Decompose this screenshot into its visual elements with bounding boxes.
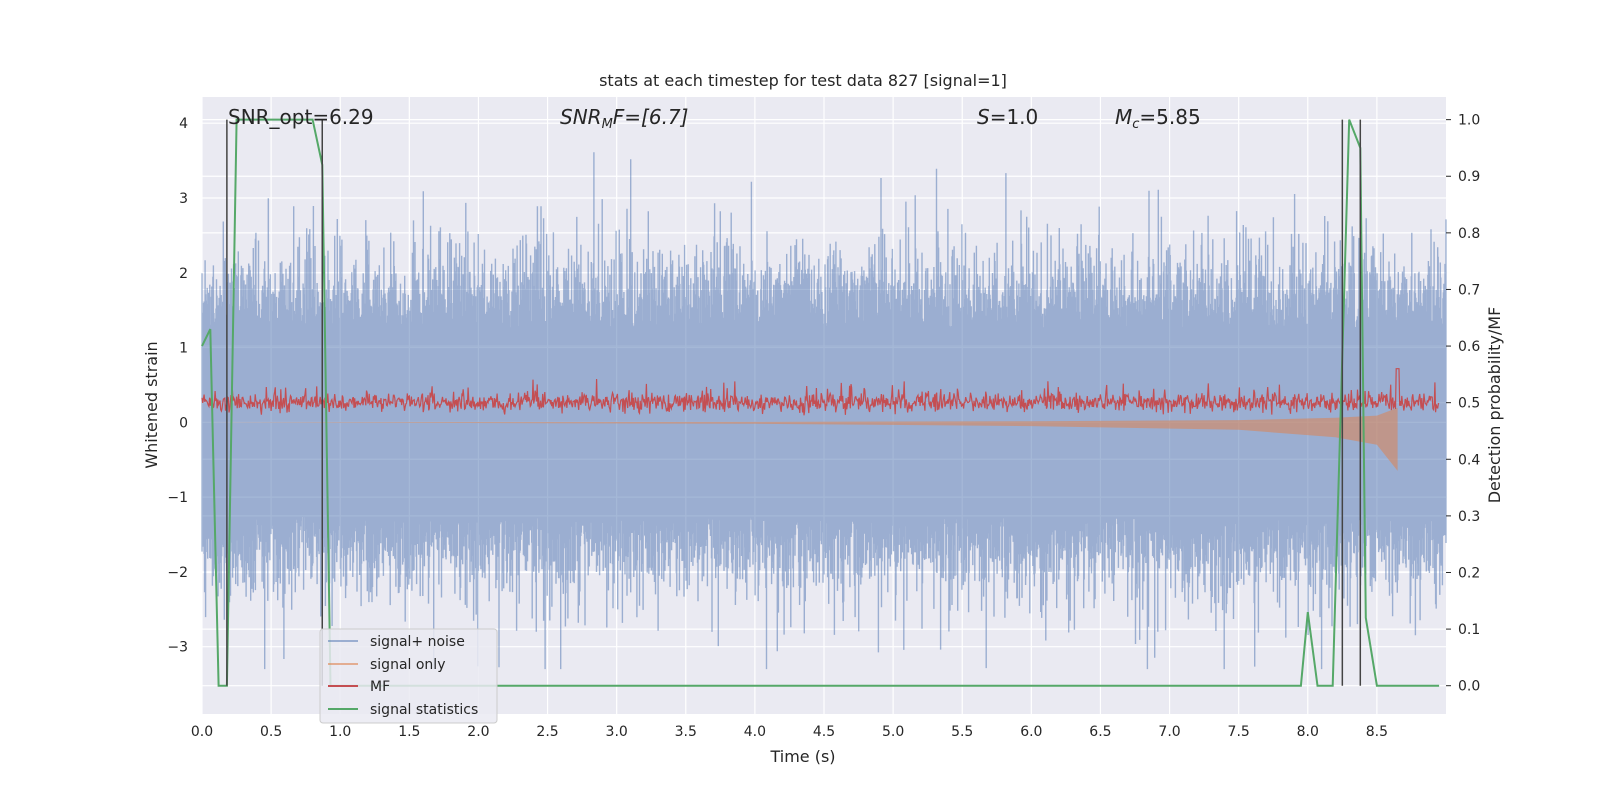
y-tick-label: 1 xyxy=(179,341,188,357)
y-right-tick-label: 0.3 xyxy=(1458,509,1480,525)
y-tick-label: 4 xyxy=(179,116,188,132)
x-tick-label: 4.0 xyxy=(744,724,766,740)
x-tick-label: 2.5 xyxy=(536,724,558,740)
annotation-snr-mf-rest: F=[6.7] xyxy=(613,105,689,129)
annotation-mc: Mc=5.85 xyxy=(1115,105,1201,132)
y-right-tick-label: 0.9 xyxy=(1458,169,1480,185)
y-tick-label: −2 xyxy=(167,565,188,581)
annotation-snr-mf-sub: M xyxy=(602,117,613,132)
x-tick-label: 6.5 xyxy=(1089,724,1111,740)
x-tick-label: 8.0 xyxy=(1297,724,1319,740)
y-tick-label: 0 xyxy=(179,415,188,431)
y-right-tick-label: 0.2 xyxy=(1458,565,1480,581)
y-tick-label: −3 xyxy=(167,640,188,656)
legend-label-signal-statistics: signal statistics xyxy=(370,702,478,718)
x-tick-label: 8.5 xyxy=(1366,724,1388,740)
series-mf xyxy=(201,368,1440,416)
y-right-tick-label: 0.6 xyxy=(1458,339,1480,355)
x-tick-label: 1.0 xyxy=(329,724,351,740)
y-right-tick-label: 0.8 xyxy=(1458,226,1480,242)
y-tick-label: −1 xyxy=(167,490,188,506)
y-axis-label: Whitened strain xyxy=(142,341,161,468)
annotation-snr-mf-base: SNR xyxy=(560,105,602,129)
annotation-s-var: S xyxy=(977,105,990,129)
y-right-tick-label: 0.1 xyxy=(1458,622,1480,638)
x-tick-label: 4.5 xyxy=(813,724,835,740)
series-layer xyxy=(201,118,1447,687)
legend-label-mf: MF xyxy=(370,679,390,695)
x-tick-label: 7.5 xyxy=(1228,724,1250,740)
annotation-s: S=1.0 xyxy=(977,105,1038,129)
y-axis-right-label: Detection probability/MF xyxy=(1485,307,1504,504)
x-tick-label: 2.0 xyxy=(467,724,489,740)
annotation-mc-rest: =5.85 xyxy=(1139,105,1200,129)
annotation-mc-sub: c xyxy=(1132,117,1139,132)
x-tick-label: 0.5 xyxy=(260,724,282,740)
legend-box xyxy=(319,628,498,724)
x-axis-label: Time (s) xyxy=(769,747,835,766)
x-tick-label: 0.0 xyxy=(191,724,213,740)
x-tick-label: 5.0 xyxy=(882,724,904,740)
annotation-s-rest: =1.0 xyxy=(990,105,1039,129)
vertical-markers xyxy=(226,119,1362,686)
legend-label-signal-noise: signal+ noise xyxy=(370,634,465,650)
y-right-tick-label: 1.0 xyxy=(1458,113,1480,129)
x-tick-label: 5.5 xyxy=(951,724,973,740)
x-tick-label: 7.0 xyxy=(1158,724,1180,740)
y-tick-label: 3 xyxy=(179,191,188,207)
x-tick-label: 3.0 xyxy=(606,724,628,740)
x-tick-label: 3.5 xyxy=(675,724,697,740)
legend: signal+ noise signal only MF signal stat… xyxy=(319,628,498,724)
y-tick-label: 2 xyxy=(179,266,188,282)
annotation-mc-var: M xyxy=(1115,105,1132,129)
tick-labels: 0.0 0.5 1.0 1.5 2.0 2.5 3.0 3.5 4.0 4.5 5.0 5.5 6.0 6… xyxy=(167,113,1480,740)
chart-title: stats at each timestep for test data 827… xyxy=(599,71,1007,90)
y-right-tick-label: 0.7 xyxy=(1458,282,1480,298)
x-tick-label: 6.0 xyxy=(1020,724,1042,740)
y-right-tick-label: 0.5 xyxy=(1458,396,1480,412)
series-signal-statistics xyxy=(201,118,1440,687)
series-signal-only xyxy=(202,407,1398,471)
annotation-snr-opt: SNR_opt=6.29 xyxy=(228,105,374,129)
legend-label-signal-only: signal only xyxy=(370,657,445,673)
annotation-snr-mf: SNRMF=[6.7] xyxy=(560,105,688,132)
x-tick-label: 1.5 xyxy=(398,724,420,740)
y-right-tick-label: 0.4 xyxy=(1458,452,1480,468)
y-right-tick-label: 0.0 xyxy=(1458,679,1480,695)
